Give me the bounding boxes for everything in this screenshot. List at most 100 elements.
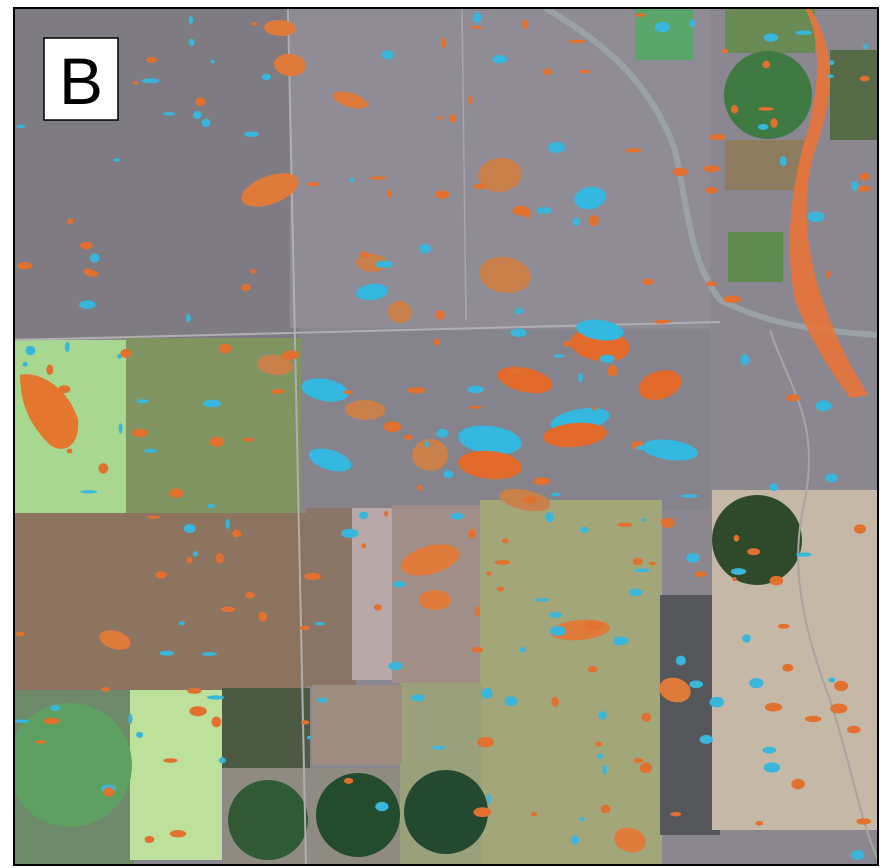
wetland-small xyxy=(851,850,864,860)
wetland-small xyxy=(569,40,586,44)
wetland-small xyxy=(580,527,588,533)
wetland-small xyxy=(523,208,531,218)
wetland-small xyxy=(219,757,226,763)
wetland-small xyxy=(425,441,429,448)
wetland-small xyxy=(482,688,493,699)
wetland-small xyxy=(271,389,285,394)
wetland-small xyxy=(486,571,491,575)
wetland-small xyxy=(601,805,611,814)
wetland-small xyxy=(225,519,229,529)
wetland-small xyxy=(193,111,202,119)
wetland-small xyxy=(119,423,123,433)
wetland-small xyxy=(851,181,859,191)
wetland-small xyxy=(641,518,646,521)
wetland-small xyxy=(695,571,707,577)
wetland-small xyxy=(762,61,770,68)
wetland-small xyxy=(550,626,566,636)
wetland-small xyxy=(573,217,580,226)
wetland-small xyxy=(548,142,565,153)
wetland-small xyxy=(649,562,657,566)
wetland-small xyxy=(780,156,787,167)
wetland-small xyxy=(522,19,528,29)
wetland-small xyxy=(411,694,425,701)
wetland-small xyxy=(160,651,175,656)
wetland-small xyxy=(670,812,681,816)
wetland-small xyxy=(187,557,193,564)
wetland-small xyxy=(860,173,870,181)
wetland-small xyxy=(67,218,73,224)
field xyxy=(728,232,783,282)
wetland-small xyxy=(661,518,675,528)
wetland-small xyxy=(676,656,686,666)
wetland-small xyxy=(145,836,155,843)
wetland-small xyxy=(434,339,440,346)
wetland-small xyxy=(250,269,256,274)
wetland-small xyxy=(262,74,271,80)
wetland-small xyxy=(128,714,132,724)
wetland-small xyxy=(642,713,652,722)
wetland-small xyxy=(710,697,725,708)
wetland-small xyxy=(382,50,394,59)
wetland-small xyxy=(826,270,830,279)
wetland-small xyxy=(15,632,25,636)
wetland-small xyxy=(640,763,652,774)
wetland-small xyxy=(195,97,205,106)
wetland-small xyxy=(686,553,699,563)
wetland-small xyxy=(221,607,236,612)
wetland-small xyxy=(475,606,480,616)
wetland-small xyxy=(113,158,120,161)
wetland-small xyxy=(709,134,726,140)
wetland-small xyxy=(473,12,482,23)
wetland-small xyxy=(763,747,776,754)
wetland-small xyxy=(163,112,176,115)
wetland-small xyxy=(244,132,259,137)
wetland-small xyxy=(598,711,606,719)
field xyxy=(660,595,720,835)
wetland-small xyxy=(689,681,703,689)
wetland-small xyxy=(144,449,157,453)
wetland-small xyxy=(202,119,211,128)
wetland-small xyxy=(282,350,299,359)
wetland-small xyxy=(132,429,148,438)
wetland-small xyxy=(531,812,538,816)
wetland-small xyxy=(416,485,422,491)
wetland-small xyxy=(436,429,448,438)
wetland-small xyxy=(169,488,183,498)
wetland-small xyxy=(617,523,632,527)
wetland-small xyxy=(420,244,431,254)
wetland-small xyxy=(758,124,768,130)
wetland-small xyxy=(770,118,777,127)
image-content xyxy=(8,8,878,865)
wetland-small xyxy=(163,758,177,763)
wetland-small xyxy=(549,612,562,618)
wetland-small xyxy=(580,817,585,821)
wetland-small xyxy=(578,373,583,382)
wetland-small xyxy=(829,678,836,683)
wetland-small xyxy=(854,524,866,533)
wetland-small xyxy=(600,355,615,363)
wetland-small xyxy=(193,551,198,556)
wetland-small xyxy=(408,387,426,393)
wetland-small xyxy=(242,284,251,292)
wetland-small xyxy=(101,687,110,692)
wetland-small xyxy=(189,706,206,716)
wetland-small xyxy=(551,697,558,707)
wetland-small xyxy=(473,184,487,189)
field xyxy=(725,140,805,190)
wetland-small xyxy=(731,105,738,113)
wetland-small xyxy=(210,60,215,64)
wetland-small xyxy=(721,49,728,54)
wetland-small xyxy=(207,695,225,699)
wetland-small xyxy=(207,504,215,509)
wetland-small xyxy=(747,548,760,555)
wetland-small xyxy=(468,96,472,105)
wetland-small xyxy=(147,516,160,519)
wetland-small xyxy=(858,185,871,191)
wetland-small xyxy=(740,354,749,365)
field xyxy=(480,500,662,865)
wetland-small xyxy=(537,207,551,214)
wetland-small xyxy=(18,262,33,269)
wetland-small xyxy=(749,678,763,688)
wetland-small xyxy=(189,16,194,25)
wetland-small xyxy=(80,490,97,493)
